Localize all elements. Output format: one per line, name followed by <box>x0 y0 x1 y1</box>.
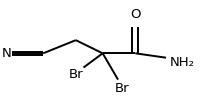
Text: Br: Br <box>115 82 129 95</box>
Text: O: O <box>130 8 141 21</box>
Text: N: N <box>2 47 12 60</box>
Text: Br: Br <box>68 68 83 81</box>
Text: NH₂: NH₂ <box>170 56 195 69</box>
